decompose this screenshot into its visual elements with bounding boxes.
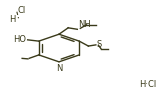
Text: HO: HO bbox=[13, 35, 26, 44]
Text: N: N bbox=[56, 64, 62, 73]
Text: NH: NH bbox=[78, 20, 91, 29]
Text: Cl: Cl bbox=[17, 6, 26, 15]
Text: H·Cl: H·Cl bbox=[139, 80, 156, 89]
Text: H: H bbox=[9, 15, 16, 24]
Text: S: S bbox=[97, 40, 102, 49]
